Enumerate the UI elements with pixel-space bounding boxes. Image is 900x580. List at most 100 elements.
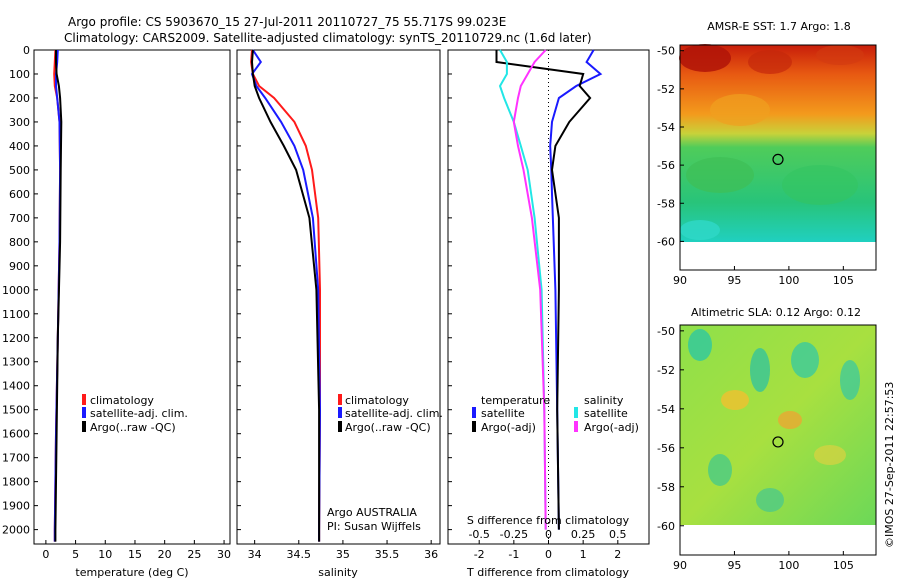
x-tick-label: 10 (98, 548, 112, 561)
sla-low-patch (756, 488, 784, 512)
legend-label-argo: Argo(..raw -QC) (90, 421, 176, 434)
imos-timestamp: ©IMOS 27-Sep-2011 22:57:53 (883, 382, 896, 548)
difference-panel: -2 -1 0 1 2 -0.5 -0.25 0 0.25 0.5 S difference f… (447, 49, 650, 579)
legend-swatch-s-argo (574, 421, 578, 432)
legend-label-s-argo: Argo(-adj) (584, 421, 639, 434)
lon-tick-label: 105 (833, 559, 854, 572)
temperature-xlabel: temperature (deg C) (75, 566, 188, 579)
legend-swatch-argo (82, 421, 86, 432)
legend-label-t-argo: Argo(-adj) (481, 421, 536, 434)
depth-tick-label: 200 (9, 92, 30, 105)
lon-tick-label: 95 (727, 559, 741, 572)
depth-tick-label: 1800 (2, 476, 30, 489)
salinity-legend: climatology satellite-adj. clim. Argo(..… (338, 394, 443, 434)
x-tick-label: 20 (158, 548, 172, 561)
sla-low-patch (750, 348, 770, 392)
series-line-temperature-satellite (549, 49, 603, 530)
series-line-climatology (250, 49, 321, 542)
lat-tick-label: -52 (657, 364, 675, 377)
legend-swatch-argo (338, 421, 342, 432)
sla-high-patch (778, 411, 802, 429)
sst-warm-patch (816, 45, 864, 65)
argo-location-marker (772, 153, 784, 166)
argo-pi-label: PI: Susan Wijffels (327, 520, 421, 533)
lat-tick-label: -58 (657, 197, 675, 210)
sst-green-patch (686, 157, 754, 193)
series-line-argo-raw-qc- (250, 49, 321, 542)
series-line-satellite-adj-clim- (250, 49, 322, 542)
sst-map-panel: AMSR-E SST: 1.7 Argo: 1.8 -50 -52 -54 -56 -5… (657, 20, 877, 287)
sla-low-patch (840, 360, 860, 400)
lon-tick-label: 100 (778, 559, 799, 572)
x-tick-label: 25 (187, 548, 201, 561)
legend-swatch-climatology (82, 394, 86, 405)
legend-swatch-satellite (338, 407, 342, 418)
depth-tick-label: 700 (9, 212, 30, 225)
x-tick-label: 34 (248, 548, 262, 561)
legend-swatch-satellite (82, 407, 86, 418)
legend-swatch-t-argo (472, 421, 476, 432)
sst-cyan-patch (680, 220, 720, 240)
legend-label-satellite: satellite-adj. clim. (345, 407, 443, 420)
series-line-temperature-argo-adj- (495, 50, 592, 530)
difference-axes-box (447, 49, 650, 545)
lat-tick-label: -54 (657, 403, 675, 416)
figure-title-line1: Argo profile: CS 5903670_15 27-Jul-2011 … (68, 15, 506, 29)
lat-tick-label: -52 (657, 83, 675, 96)
t-difference-xlabel: T difference from climatology (466, 566, 629, 579)
sst-axes-box (679, 44, 877, 271)
lon-tick-label: 90 (673, 274, 687, 287)
sla-low-patch (688, 329, 712, 361)
series-line-argo-raw-qc- (54, 50, 63, 542)
x-tick-label: 15 (128, 548, 142, 561)
legend-label-t-satellite: satellite (481, 407, 525, 420)
sla-low-patch (791, 342, 819, 378)
salinity-panel: 34 34.5 35 35.5 36 salinity climatology sate… (236, 49, 443, 579)
sla-texture (688, 329, 860, 512)
lat-tick-label: -56 (657, 159, 675, 172)
depth-tick-label: 1600 (2, 428, 30, 441)
argo-program-label: Argo AUSTRALIA (327, 506, 417, 519)
legend-label-s-satellite: satellite (584, 407, 628, 420)
legend-swatch-climatology (338, 394, 342, 405)
series-line-salinity-argo-adj- (512, 49, 547, 530)
x-tick-label: 35 (336, 548, 350, 561)
depth-tick-label: 1000 (2, 284, 30, 297)
legend-label-satellite: satellite-adj. clim. (90, 407, 188, 420)
sst-green-patch (782, 165, 858, 205)
lat-tick-label: -50 (657, 45, 675, 58)
temperature-legend: climatology satellite-adj. clim. Argo(..… (82, 394, 188, 434)
salinity-xlabel: salinity (318, 566, 358, 579)
depth-tick-label: 900 (9, 260, 30, 273)
legend-swatch-t-satellite (472, 407, 476, 418)
lon-tick-label: 105 (833, 274, 854, 287)
x2-tick-label: 0.25 (571, 528, 596, 541)
sla-axes-box (679, 324, 877, 556)
x-tick-label: 35.5 (375, 548, 400, 561)
s-difference-label: S difference from climatology (467, 514, 630, 527)
legend-group-temperature: temperature (481, 394, 550, 407)
depth-tick-label: 1500 (2, 404, 30, 417)
depth-tick-label: 1900 (2, 500, 30, 513)
lon-tick-label: 100 (778, 274, 799, 287)
lat-tick-label: -56 (657, 442, 675, 455)
x2-tick-label: -0.25 (500, 528, 528, 541)
legend-label-climatology: climatology (345, 394, 409, 407)
x2-tick-label: 0 (545, 528, 552, 541)
temperature-axes-box (33, 49, 231, 545)
argo-location-marker (772, 436, 784, 448)
salinity-axes-box (236, 49, 441, 545)
x-tick-label: 1 (580, 548, 587, 561)
depth-tick-label: 1300 (2, 356, 30, 369)
depth-tick-label: 1200 (2, 332, 30, 345)
lat-tick-label: -50 (657, 325, 675, 338)
sla-high-patch (814, 445, 846, 465)
depth-tick-label: 400 (9, 140, 30, 153)
x-tick-label: 36 (424, 548, 438, 561)
x-tick-label: 0 (42, 548, 49, 561)
figure-title-line2: Climatology: CARS2009. Satellite-adjuste… (64, 31, 592, 45)
legend-label-argo: Argo(..raw -QC) (345, 421, 431, 434)
legend-group-salinity: salinity (584, 394, 624, 407)
sst-field (680, 45, 876, 242)
